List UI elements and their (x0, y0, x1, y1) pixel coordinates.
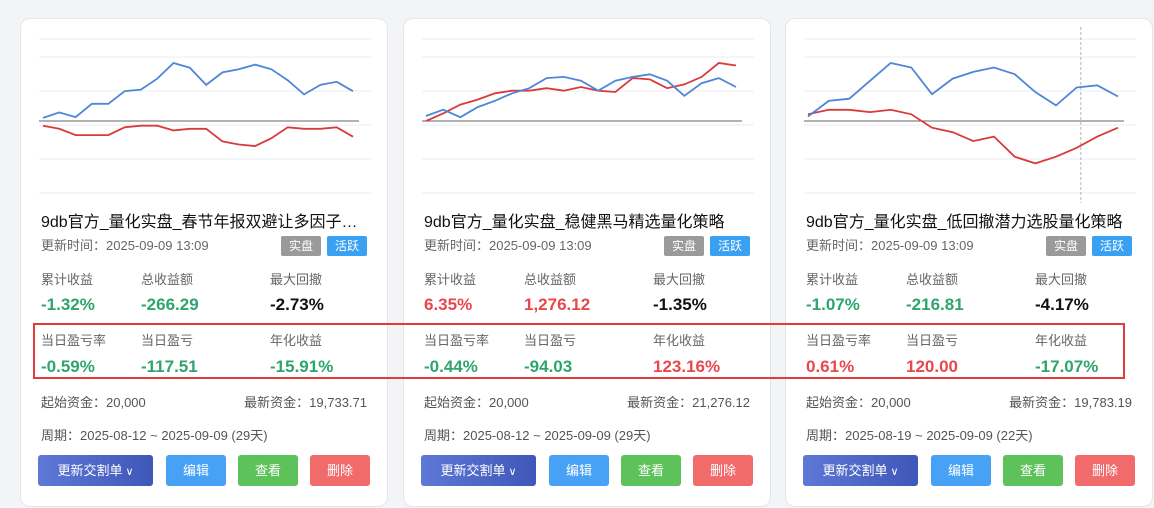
delete-button[interactable]: 删除 (310, 455, 370, 486)
max-drawdown-value: -2.73% (270, 295, 324, 314)
equity-chart (39, 38, 371, 194)
annualized-return-value: -17.07% (1035, 357, 1099, 376)
daily-pnl-value: -117.51 (141, 357, 198, 376)
equity-chart (422, 38, 754, 194)
update-time: 更新时间：2025-09-09 13:09 (424, 238, 592, 253)
delete-button[interactable]: 删除 (693, 455, 753, 486)
chevron-down-icon: ∨ (508, 466, 517, 478)
cumulative-return-label: 累计收益 (806, 272, 859, 287)
total-profit-value: 1,276.12 (524, 295, 591, 314)
view-button[interactable]: 查看 (1003, 455, 1063, 486)
max-drawdown-value: -1.35% (653, 295, 707, 314)
daily-pnl-rate-value: -0.44% (424, 357, 478, 376)
max-drawdown-label: 最大回撤 (270, 272, 323, 287)
cumulative-return-value: -1.07% (806, 295, 860, 314)
total-profit-value: -216.81 (906, 295, 964, 314)
update-trades-label: 更新交割单 (57, 463, 123, 478)
daily-pnl-value: -94.03 (524, 357, 573, 376)
active-tag: 活跃 (1091, 236, 1132, 256)
benchmark-line (42, 124, 354, 148)
daily-pnl-rate-label: 当日盈亏率 (41, 333, 107, 348)
period: 周期：2025-08-12 ~ 2025-09-09 (29天) (424, 428, 651, 443)
annualized-return-label: 年化收益 (653, 333, 706, 348)
latest-capital: 最新资金：19,733.71 (244, 395, 367, 410)
total-profit-label: 总收益额 (141, 272, 194, 287)
cumulative-return-label: 累计收益 (424, 272, 477, 287)
update-time: 更新时间：2025-09-09 13:09 (806, 238, 974, 253)
strategy-title[interactable]: 9db官方_量化实盘_低回撤潜力选股量化策略 (806, 214, 1123, 231)
view-button[interactable]: 查看 (621, 455, 681, 486)
status-tags: 实盘 活跃 (1045, 236, 1132, 256)
status-tags: 实盘 活跃 (280, 236, 367, 256)
daily-pnl-label: 当日盈亏 (906, 333, 959, 348)
edit-button[interactable]: 编辑 (549, 455, 609, 486)
view-button[interactable]: 查看 (238, 455, 298, 486)
annualized-return-label: 年化收益 (270, 333, 323, 348)
equity-chart (804, 27, 1136, 203)
cumulative-return-value: 6.35% (424, 295, 473, 314)
update-time: 更新时间：2025-09-09 13:09 (41, 238, 209, 253)
strategy-card[interactable]: 9db官方_量化实盘_春节年报双避让多因子… 更新时间：2025-09-09 1… (20, 18, 388, 507)
update-trades-button[interactable]: 更新交割单 ∨ (421, 455, 536, 486)
daily-pnl-rate-label: 当日盈亏率 (806, 333, 872, 348)
cumulative-return-label: 累计收益 (41, 272, 94, 287)
daily-pnl-rate-value: 0.61% (806, 357, 855, 376)
latest-capital: 最新资金：21,276.12 (627, 395, 750, 410)
cumulative-return-value: -1.32% (41, 295, 95, 314)
chevron-down-icon: ∨ (890, 466, 899, 478)
active-tag: 活跃 (709, 236, 750, 256)
strategy-title[interactable]: 9db官方_量化实盘_春节年报双避让多因子… (41, 214, 358, 231)
update-trades-label: 更新交割单 (440, 463, 506, 478)
total-profit-label: 总收益额 (906, 272, 959, 287)
total-profit-value: -266.29 (141, 295, 199, 314)
start-capital: 起始资金：20,000 (424, 395, 529, 410)
strategy-title[interactable]: 9db官方_量化实盘_稳健黑马精选量化策略 (424, 214, 725, 231)
active-tag: 活跃 (326, 236, 367, 256)
benchmark-line (425, 62, 737, 122)
live-trading-tag: 实盘 (280, 236, 321, 256)
start-capital: 起始资金：20,000 (806, 395, 911, 410)
delete-button[interactable]: 删除 (1075, 455, 1135, 486)
update-trades-button[interactable]: 更新交割单 ∨ (38, 455, 153, 486)
benchmark-line (807, 108, 1119, 165)
edit-button[interactable]: 编辑 (931, 455, 991, 486)
max-drawdown-label: 最大回撤 (653, 272, 706, 287)
daily-pnl-label: 当日盈亏 (141, 333, 194, 348)
strategy-card[interactable]: 9db官方_量化实盘_稳健黑马精选量化策略 更新时间：2025-09-09 13… (403, 18, 771, 507)
daily-pnl-value: 120.00 (906, 357, 958, 376)
status-tags: 实盘 活跃 (663, 236, 750, 256)
live-trading-tag: 实盘 (1045, 236, 1086, 256)
max-drawdown-value: -4.17% (1035, 295, 1089, 314)
edit-button[interactable]: 编辑 (166, 455, 226, 486)
period: 周期：2025-08-12 ~ 2025-09-09 (29天) (41, 428, 268, 443)
daily-pnl-rate-label: 当日盈亏率 (424, 333, 490, 348)
strategy-line (42, 61, 354, 119)
total-profit-label: 总收益额 (524, 272, 577, 287)
latest-capital: 最新资金：19,783.19 (1009, 395, 1132, 410)
period: 周期：2025-08-19 ~ 2025-09-09 (22天) (806, 428, 1033, 443)
strategy-card[interactable]: 9db官方_量化实盘_低回撤潜力选股量化策略 更新时间：2025-09-09 1… (785, 18, 1153, 507)
annualized-return-value: 123.16% (653, 357, 721, 376)
start-capital: 起始资金：20,000 (41, 395, 146, 410)
max-drawdown-label: 最大回撤 (1035, 272, 1088, 287)
strategy-line (807, 62, 1119, 118)
update-trades-label: 更新交割单 (822, 463, 888, 478)
strategy-line (425, 73, 737, 119)
chevron-down-icon: ∨ (125, 466, 134, 478)
update-trades-button[interactable]: 更新交割单 ∨ (803, 455, 918, 486)
daily-pnl-rate-value: -0.59% (41, 357, 95, 376)
annualized-return-value: -15.91% (270, 357, 334, 376)
daily-pnl-label: 当日盈亏 (524, 333, 577, 348)
annualized-return-label: 年化收益 (1035, 333, 1088, 348)
live-trading-tag: 实盘 (663, 236, 704, 256)
